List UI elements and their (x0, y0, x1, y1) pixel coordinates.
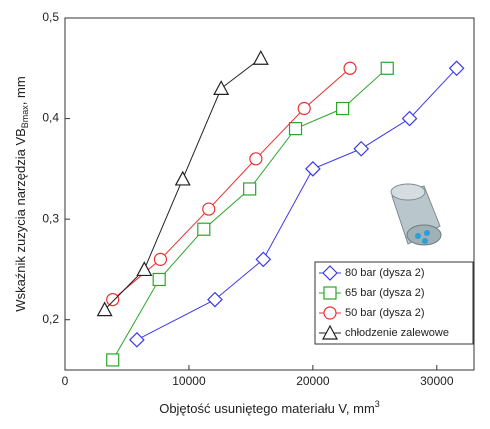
data-point (344, 62, 356, 74)
data-point (198, 223, 210, 235)
data-point (203, 203, 215, 215)
data-point (107, 294, 119, 306)
y-tick-label: 0,3 (42, 211, 59, 225)
y-axis-label-tail: , mm (13, 76, 28, 105)
legend-marker (324, 307, 336, 319)
data-point (214, 81, 228, 94)
x-tick-label: 0 (62, 374, 69, 388)
y-tick-label: 0,2 (42, 312, 59, 326)
x-axis-label-sup: 3 (375, 399, 380, 409)
legend-label: chłodzenie zalewowe (345, 327, 449, 339)
data-point (176, 172, 190, 185)
legend-label: 50 bar (dysza 2) (345, 307, 424, 319)
x-tick-label: 30000 (420, 374, 454, 388)
series-line (113, 68, 350, 299)
data-point (381, 62, 393, 74)
data-point (337, 103, 349, 115)
data-point (306, 162, 320, 176)
x-axis-label-main: Objętość usuniętego materiału V, mm (159, 401, 375, 416)
legend-marker (324, 287, 336, 299)
tool-icon (391, 184, 441, 245)
y-tick-label: 0,5 (42, 10, 59, 24)
x-axis-label: Objętość usuniętego materiału V, mm3 (159, 399, 380, 416)
chart: 0,2 0,3 0,4 0,5 0 10000 20000 30000 Objętość usu… (0, 0, 490, 429)
data-point (107, 354, 119, 366)
x-tick-label: 20000 (296, 374, 330, 388)
data-point (256, 252, 270, 266)
data-point (254, 51, 268, 64)
y-tick-label: 0,4 (42, 111, 59, 125)
data-point (154, 253, 166, 265)
y-axis-label-sub: Bmax (20, 105, 30, 129)
legend-label: 65 bar (dysza 2) (345, 287, 424, 299)
data-point (354, 142, 368, 156)
x-tick-label: 10000 (172, 374, 206, 388)
y-axis-label: Wskaźnik zuzycia narzędzia VBBmax, mm (13, 76, 30, 311)
data-point (244, 183, 256, 195)
data-point (290, 123, 302, 135)
data-point (208, 293, 222, 307)
data-point (153, 273, 165, 285)
legend-label: 80 bar (dysza 2) (345, 267, 424, 279)
data-point (250, 153, 262, 165)
data-point (298, 103, 310, 115)
data-point (130, 333, 144, 347)
y-axis-label-main: Wskaźnik zuzycia narzędzia VB (13, 128, 28, 312)
